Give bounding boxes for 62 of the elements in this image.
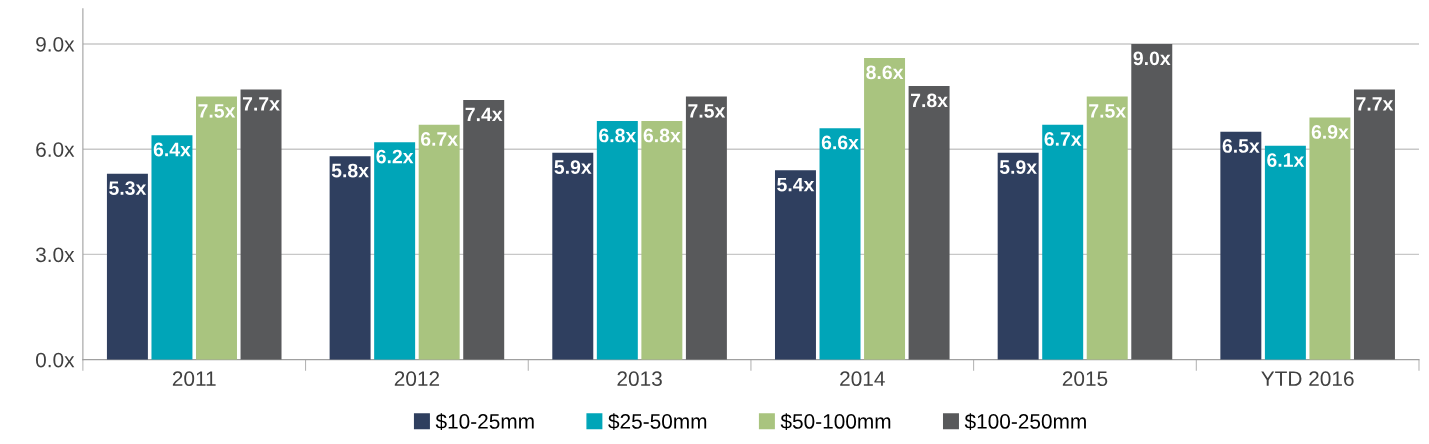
x-tick-label: 2014	[840, 371, 885, 387]
data-label: 6.7x	[420, 132, 458, 146]
x-tick-label: 2013	[617, 371, 662, 387]
data-label: 6.8x	[643, 128, 681, 143]
bar	[196, 96, 237, 360]
data-label: 6.4x	[153, 142, 191, 157]
bar	[1309, 117, 1351, 360]
data-label: 6.8x	[599, 128, 637, 143]
data-label: 7.5x	[1089, 104, 1127, 118]
bar	[819, 128, 861, 360]
bar	[596, 121, 638, 360]
bar	[908, 86, 950, 360]
bar	[374, 142, 416, 360]
data-label: 6.2x	[376, 149, 414, 164]
x-tick-label: 2012	[394, 371, 440, 387]
data-label: 8.6x	[866, 65, 904, 80]
bar	[685, 96, 727, 360]
data-label: 5.3x	[109, 181, 147, 195]
x-tick-label: 2015	[1062, 371, 1108, 387]
y-tick-label: 9.0x	[36, 36, 75, 52]
bar	[997, 152, 1039, 360]
y-tick-label: 3.0x	[35, 247, 75, 263]
bar	[1131, 43, 1173, 360]
bar	[240, 89, 282, 360]
data-label: 6.5x	[1222, 139, 1260, 153]
y-tick-label: 0.0x	[35, 352, 75, 368]
bar	[774, 170, 816, 360]
bar	[864, 57, 906, 360]
data-label: 6.1x	[1267, 153, 1305, 167]
bar	[463, 100, 505, 360]
x-tick-label: YTD 2016	[1261, 371, 1354, 387]
data-label: 6.7x	[1044, 132, 1082, 146]
bar	[106, 173, 148, 360]
bar	[1086, 96, 1128, 360]
data-label: 7.5x	[198, 104, 236, 118]
data-label: 5.8x	[331, 163, 369, 178]
bar	[418, 124, 460, 360]
bar	[641, 121, 683, 360]
y-tick-label: 6.0x	[36, 142, 75, 157]
data-label: 7.5x	[688, 104, 726, 118]
data-label: 6.6x	[821, 135, 859, 150]
bar	[1353, 89, 1395, 360]
data-label: 7.8x	[911, 93, 948, 108]
data-label: 9.0x	[1133, 51, 1171, 66]
bar	[329, 156, 371, 360]
legend-label: $25-50mm	[608, 413, 707, 431]
bar	[552, 152, 594, 360]
bar	[1264, 145, 1306, 360]
bar	[1220, 131, 1262, 360]
legend-label: $10-25mm	[435, 413, 534, 431]
bar	[151, 135, 193, 360]
x-tick-label: 2011	[172, 371, 216, 387]
data-label: 6.9x	[1311, 125, 1349, 139]
data-label: 7.7x	[1356, 97, 1394, 111]
data-label: 5.9x	[999, 160, 1037, 174]
data-label: 5.4x	[777, 177, 815, 192]
data-label: 7.4x	[465, 107, 503, 122]
legend-label: $50-100mm	[780, 413, 891, 431]
bar	[1042, 124, 1084, 360]
legend-label: $100-250mm	[964, 413, 1086, 431]
data-label: 5.9x	[554, 160, 592, 174]
data-label: 7.7x	[242, 97, 280, 111]
